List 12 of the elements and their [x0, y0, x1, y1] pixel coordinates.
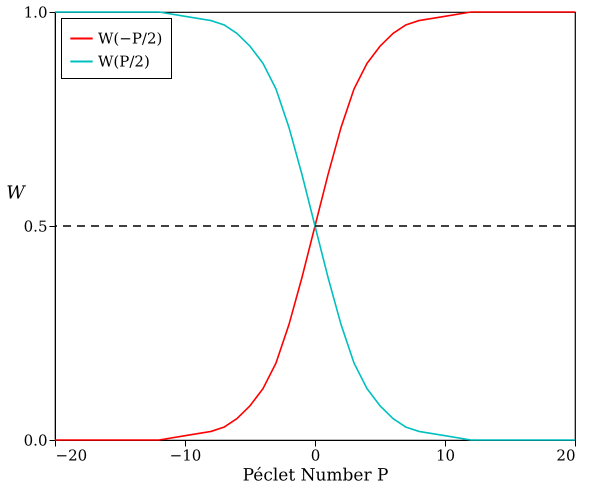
legend-label: W(P/2) — [98, 52, 150, 70]
x-axis-title: Péclet Number P — [242, 466, 388, 486]
x-tick-label: 20 — [556, 446, 576, 464]
x-tick-label: 10 — [436, 446, 456, 464]
x-tick-label: −10 — [170, 446, 202, 464]
x-tick-label: −20 — [56, 446, 88, 464]
y-tick-label: 0.5 — [24, 218, 48, 236]
y-tick-label: 0.0 — [24, 432, 48, 450]
legend-label: W(−P/2) — [98, 30, 162, 48]
y-axis-title: W — [6, 182, 26, 204]
x-tick-label: 0 — [310, 446, 320, 464]
y-tick-label: 1.0 — [24, 4, 48, 22]
